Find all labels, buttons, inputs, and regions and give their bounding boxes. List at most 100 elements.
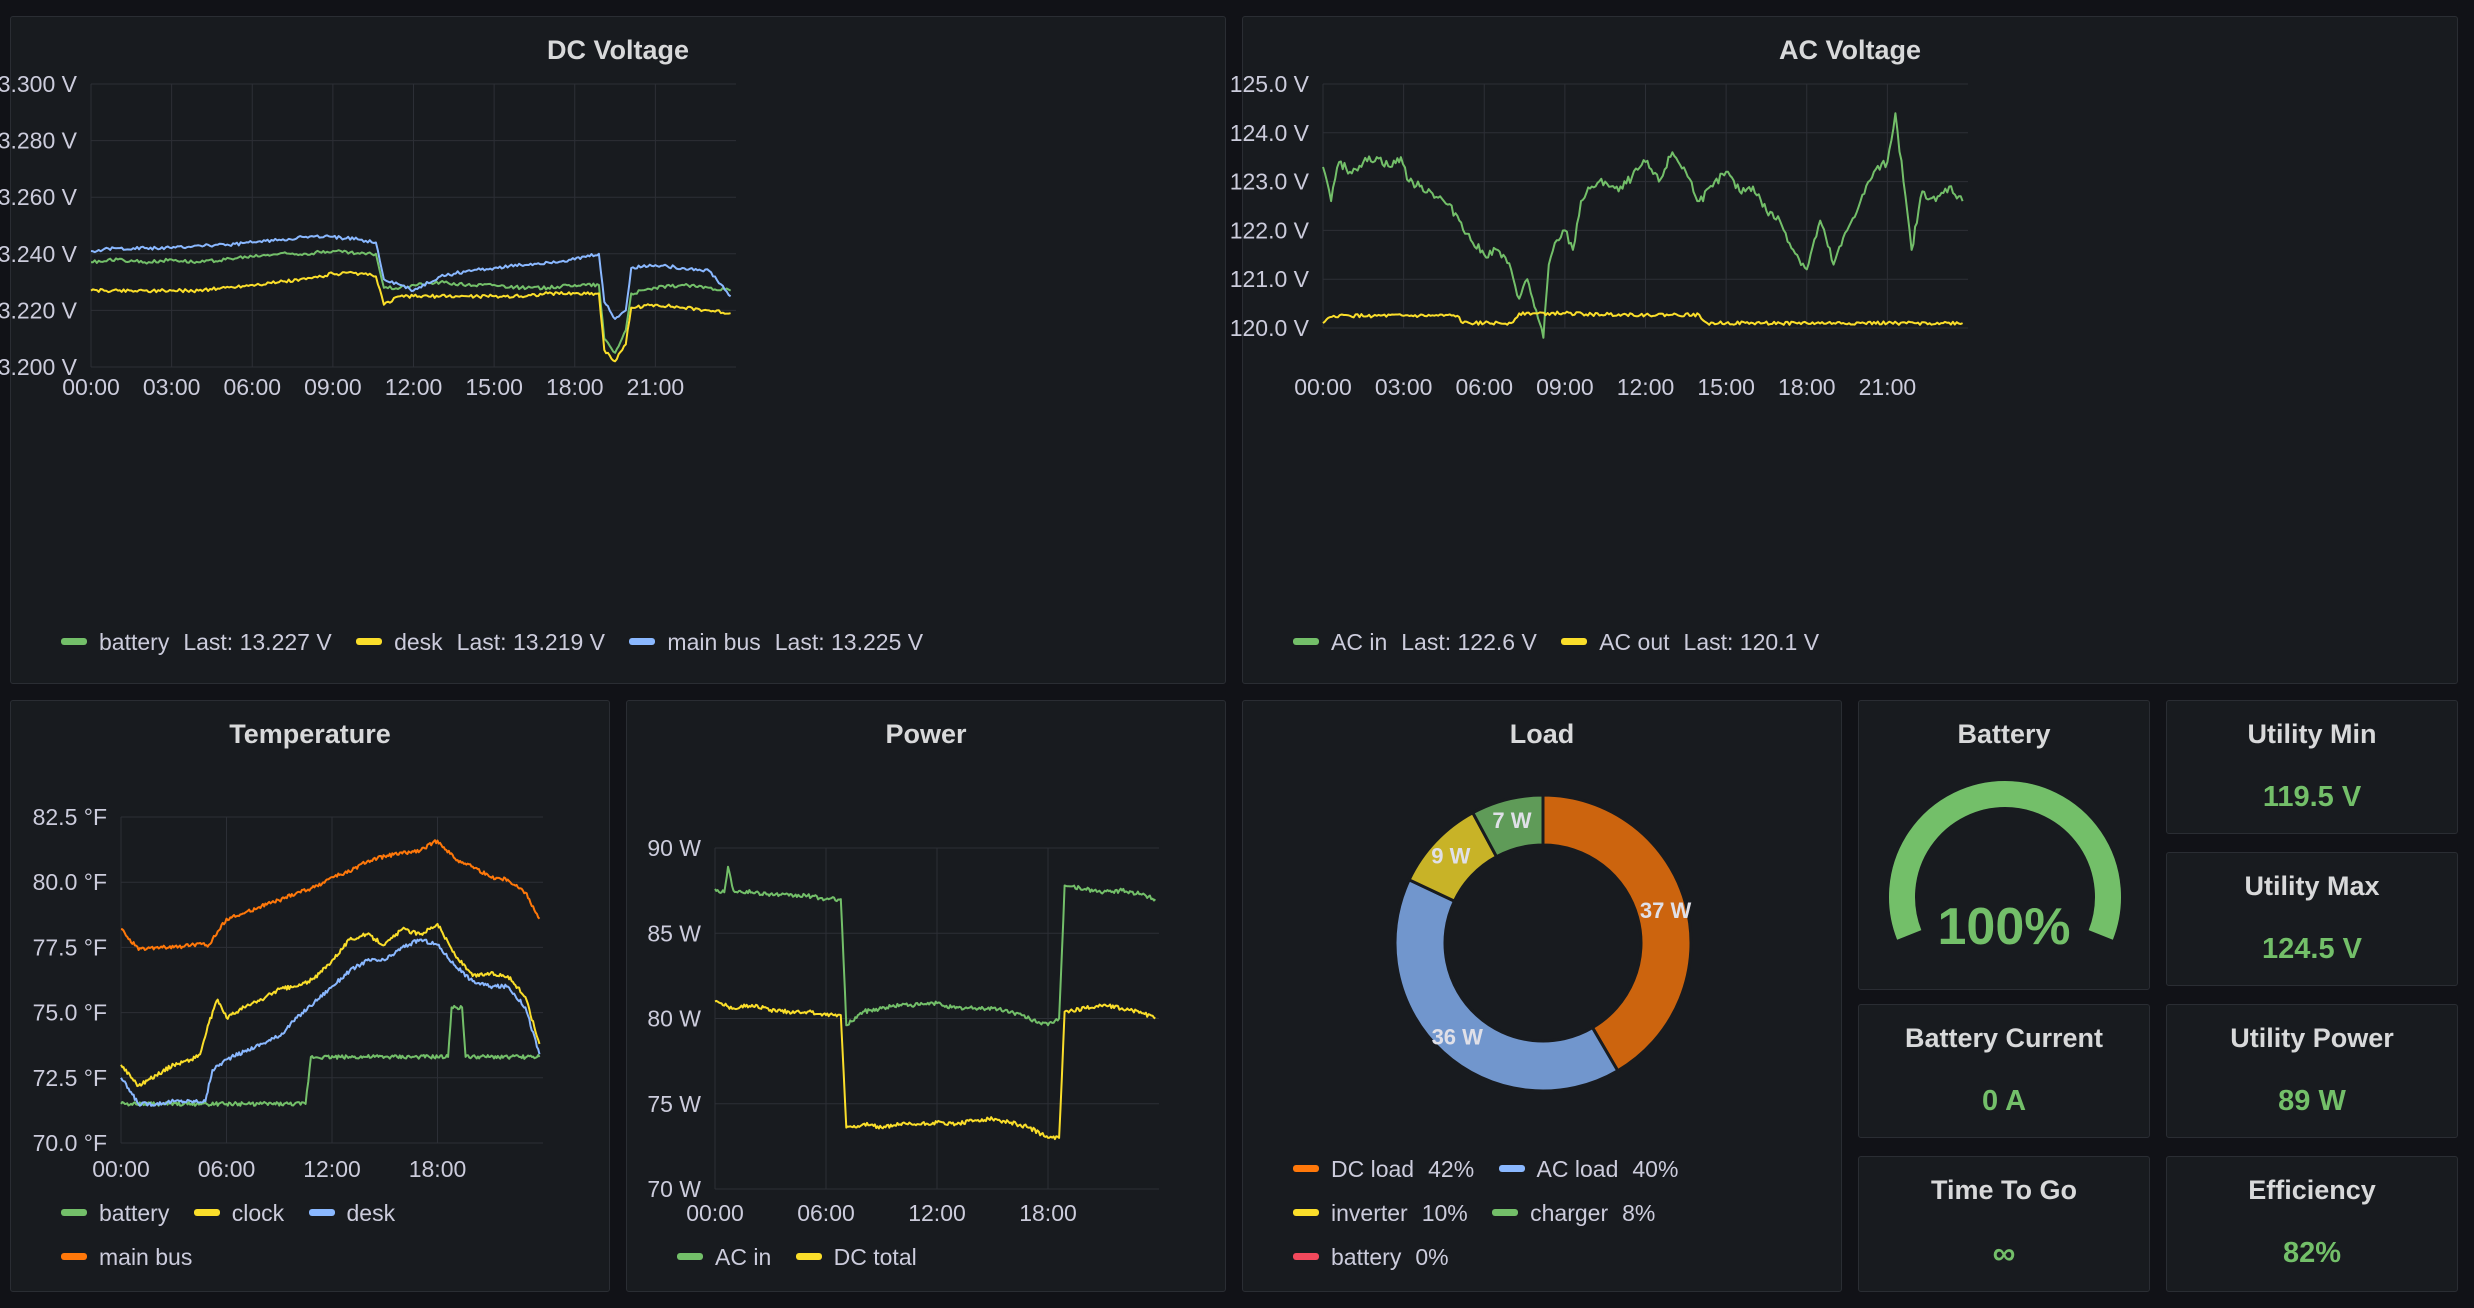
x-tick-label: 15:00: [465, 374, 523, 400]
legend-item-dc-total[interactable]: DC total: [795, 1235, 917, 1279]
y-tick-label: 13.200 V: [0, 354, 78, 380]
x-tick-label: 21:00: [627, 374, 685, 400]
legend-item-battery[interactable]: battery Last: 13.227 V: [61, 629, 332, 656]
legend-item-inverter[interactable]: inverter 10%: [1293, 1191, 1468, 1235]
x-tick-label: 09:00: [304, 374, 362, 400]
y-tick-label: 13.260 V: [0, 184, 78, 210]
panel-title: Load: [1509, 719, 1575, 749]
legend: AC in Last: 122.6 V AC out Last: 120.1 V: [1293, 629, 1837, 656]
x-tick-label: 09:00: [1536, 374, 1594, 400]
time-to-go-value: ∞: [1992, 1235, 2016, 1271]
gauge-fill: [1889, 781, 2121, 940]
legend-swatch: [795, 1253, 822, 1261]
legend-item-ac-out[interactable]: AC out Last: 120.1 V: [1561, 629, 1819, 656]
y-tick-label: 90 W: [647, 835, 701, 861]
pie-slice-label: 37 W: [1640, 898, 1692, 923]
legend: battery clock desk main bus: [61, 1191, 413, 1279]
efficiency-panel[interactable]: Efficiency 82%: [2166, 1156, 2458, 1292]
legend-item-clock[interactable]: clock: [193, 1191, 284, 1235]
battery-value: 100%: [1937, 898, 2071, 956]
load-panel[interactable]: Load 37 W 36 W 9 W 7 W DC load 42% AC load 40…: [1242, 700, 1842, 1292]
legend-item-charger[interactable]: charger 8%: [1492, 1191, 1655, 1235]
pie-slice-charger[interactable]: [1470, 793, 1545, 859]
temperature-panel[interactable]: Temperature 70.0 °F 72.5 °F 75.0 °F 77.5 °F…: [10, 700, 610, 1292]
battery-current-panel[interactable]: Battery Current 0 A: [1858, 1004, 2150, 1138]
legend-swatch: [1492, 1209, 1519, 1217]
ac-voltage-chart[interactable]: 120.0 V 121.0 V 122.0 V 123.0 V 124.0 V 125.0…: [1230, 17, 2459, 685]
series-line-main-bus[interactable]: [90, 234, 732, 320]
battery-current-value: 0 A: [1981, 1085, 2027, 1117]
utility-max-panel[interactable]: Utility Max 124.5 V: [2166, 852, 2458, 986]
legend-item-battery[interactable]: battery 0%: [1293, 1235, 1449, 1279]
y-tick-label: 13.240 V: [0, 241, 78, 267]
x-tick-label: 15:00: [1697, 374, 1755, 400]
panel-title: Utility Max: [2244, 871, 2380, 901]
x-tick-label: 12:00: [908, 1200, 966, 1226]
y-tick-label: 124.0 V: [1230, 120, 1310, 146]
series-line-battery[interactable]: [120, 1004, 541, 1107]
legend-swatch: [308, 1209, 335, 1217]
y-tick-label: 13.280 V: [0, 128, 78, 154]
x-tick-label: 18:00: [546, 374, 604, 400]
series-line-battery[interactable]: [90, 249, 732, 354]
dc-voltage-panel[interactable]: DC Voltage 13.200 V 13.220 V 13.240 V 13.26…: [0, 16, 1227, 685]
legend-item-ac-in[interactable]: AC in Last: 122.6 V: [1293, 629, 1537, 656]
series-line-DC-total[interactable]: [714, 999, 1156, 1141]
legend-swatch: [629, 638, 656, 646]
panel-title: Utility Min: [2247, 719, 2377, 749]
series-line-AC-in[interactable]: [714, 865, 1157, 1027]
legend-item-main-bus[interactable]: main bus Last: 13.225 V: [629, 629, 923, 656]
y-tick-label: 72.5 °F: [33, 1065, 107, 1091]
utility-power-value: 89 W: [2278, 1085, 2346, 1117]
battery-gauge: [1889, 781, 2121, 940]
series-line-desk[interactable]: [120, 938, 541, 1107]
y-tick-label: 70 W: [647, 1176, 701, 1202]
legend-swatch: [1293, 1209, 1319, 1217]
utility-power-panel[interactable]: Utility Power 89 W: [2166, 1004, 2458, 1138]
x-tick-label: 06:00: [198, 1156, 256, 1182]
y-tick-label: 85 W: [647, 920, 701, 946]
y-tick-label: 13.300 V: [0, 71, 78, 97]
efficiency-value: 82%: [2282, 1237, 2342, 1269]
legend-item-desk[interactable]: desk Last: 13.219 V: [356, 629, 605, 656]
battery-gauge-panel[interactable]: Battery 100%: [1858, 700, 2150, 990]
pie-slice-label: 7 W: [1492, 808, 1531, 833]
utility-min-panel[interactable]: Utility Min 119.5 V: [2166, 700, 2458, 834]
panel-title: Battery: [1957, 719, 2051, 749]
panel-title: Time To Go: [1930, 1175, 2077, 1205]
x-tick-label: 18:00: [1778, 374, 1836, 400]
legend-item-dc-load[interactable]: DC load 42%: [1293, 1147, 1474, 1191]
temperature-chart[interactable]: 70.0 °F 72.5 °F 75.0 °F 77.5 °F 80.0 °F 82.5 …: [11, 701, 611, 1293]
panel-title: AC Voltage: [1778, 35, 1921, 65]
legend-item-ac-load[interactable]: AC load 40%: [1498, 1147, 1678, 1191]
power-chart[interactable]: 70 W 75 W 80 W 85 W 90 W 00:00 06:00 12:00 18:00: [627, 701, 1227, 1293]
series-line-AC-out[interactable]: [1322, 310, 1964, 326]
series-line-main-bus[interactable]: [120, 839, 541, 951]
y-tick-label: 75.0 °F: [33, 1000, 107, 1026]
legend-swatch: [356, 638, 383, 646]
pie-slice-DC-load[interactable]: [1541, 793, 1693, 1073]
x-tick-label: 06:00: [1455, 374, 1513, 400]
y-tick-label: 80.0 °F: [33, 869, 107, 895]
legend-swatch: [1293, 638, 1319, 646]
legend-item-ac-in[interactable]: AC in: [677, 1235, 771, 1279]
panel-title: Temperature: [229, 719, 391, 749]
legend-item-main-bus[interactable]: main bus: [61, 1235, 192, 1279]
legend-item-battery[interactable]: battery: [61, 1191, 169, 1235]
series-line-AC-in[interactable]: [1322, 112, 1964, 339]
series-line-desk[interactable]: [90, 270, 731, 363]
pie-slice-AC-load[interactable]: [1393, 877, 1620, 1093]
series-line-clock[interactable]: [120, 922, 541, 1088]
panel-title: Efficiency: [2248, 1175, 2376, 1205]
y-tick-label: 123.0 V: [1230, 169, 1310, 195]
pie-slice-label: 9 W: [1431, 844, 1470, 869]
load-donut-chart[interactable]: 37 W 36 W 9 W 7 W: [1243, 701, 1843, 1293]
legend-item-desk[interactable]: desk: [308, 1191, 395, 1235]
power-panel[interactable]: Power 70 W 75 W 80 W 85 W 90 W 00:00 06:00 12:0…: [626, 700, 1226, 1292]
utility-min-value: 119.5 V: [2262, 781, 2362, 813]
x-tick-label: 06:00: [223, 374, 281, 400]
time-to-go-panel[interactable]: Time To Go ∞: [1858, 1156, 2150, 1292]
x-tick-label: 12:00: [303, 1156, 361, 1182]
dc-voltage-chart[interactable]: 13.200 V 13.220 V 13.240 V 13.260 V 13.280 V…: [0, 17, 1227, 685]
